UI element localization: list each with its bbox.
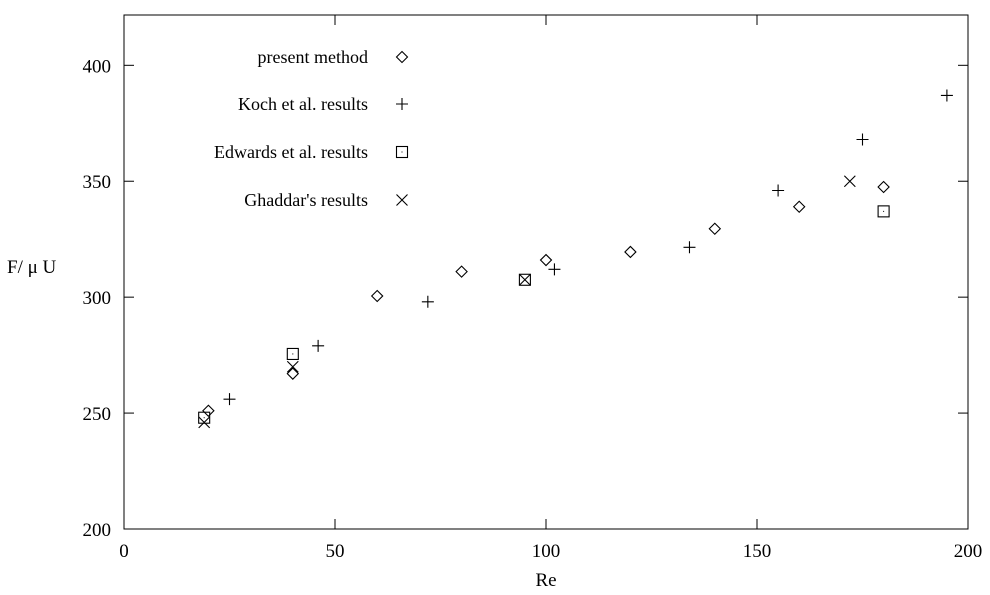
- diamond-point: [286, 367, 300, 380]
- legend-square-marker: [395, 145, 409, 159]
- cross-point: [519, 273, 531, 286]
- plus-point: [223, 393, 236, 406]
- diamond-point: [539, 253, 553, 267]
- square-point-center-dot: [883, 210, 885, 212]
- series-cross: [198, 175, 856, 429]
- series-diamond: [202, 180, 890, 418]
- x-tick-label: 100: [532, 541, 561, 562]
- data-markers: [198, 89, 953, 429]
- diamond-point: [877, 180, 890, 194]
- x-axis-label: Re: [535, 570, 556, 591]
- y-tick-label: 350: [83, 172, 112, 193]
- square-point: [877, 205, 890, 218]
- legend-label: Edwards et al. results: [214, 142, 368, 162]
- series-square: [198, 205, 890, 424]
- cross-point: [198, 416, 211, 429]
- x-tick-label: 200: [954, 541, 983, 562]
- plus-point: [548, 263, 561, 276]
- square-point: [286, 347, 299, 361]
- square-point-center-dot: [292, 353, 294, 355]
- square-point-center-dot: [203, 417, 205, 419]
- y-tick-label: 400: [83, 56, 112, 77]
- legend-plus-marker: [396, 98, 408, 110]
- legend-label: present method: [258, 47, 368, 67]
- plus-point: [940, 89, 953, 102]
- cross-point: [843, 175, 856, 188]
- axis-tick-labels: 0 50 100 150 200 200 250 300 350 400: [83, 56, 983, 562]
- legend: present method Koch et al. results Edwards…: [214, 47, 409, 210]
- x-tick-label: 50: [326, 541, 345, 562]
- series-plus: [223, 89, 953, 406]
- square-point: [198, 411, 211, 424]
- diamond-point: [455, 265, 468, 278]
- diamond-point: [792, 200, 806, 214]
- x-tick-label: 0: [119, 541, 129, 562]
- plus-point: [772, 184, 785, 197]
- y-tick-label: 200: [83, 520, 112, 541]
- diamond-point: [624, 245, 637, 259]
- legend-label: Ghaddar's results: [244, 190, 368, 210]
- legend-square-marker-center-dot: [401, 151, 403, 153]
- plus-point: [312, 339, 325, 352]
- plus-point: [421, 295, 434, 308]
- cross-point: [286, 360, 299, 373]
- x-tick-label: 150: [743, 541, 772, 562]
- legend-diamond-marker: [395, 50, 409, 64]
- square-point: [518, 273, 531, 286]
- diamond-point: [370, 289, 384, 303]
- legend-cross-marker: [396, 194, 408, 206]
- plot-frame: [123, 14, 969, 530]
- plus-point: [856, 133, 869, 146]
- y-tick-label: 300: [83, 288, 112, 309]
- plus-point: [683, 241, 696, 254]
- y-tick-label: 250: [83, 404, 112, 425]
- diamond-point: [708, 222, 722, 236]
- y-axis-label: F/ μ U: [7, 257, 57, 278]
- diamond-point: [202, 404, 215, 418]
- axis-ticks: [123, 15, 969, 530]
- legend-label: Koch et al. results: [238, 94, 368, 114]
